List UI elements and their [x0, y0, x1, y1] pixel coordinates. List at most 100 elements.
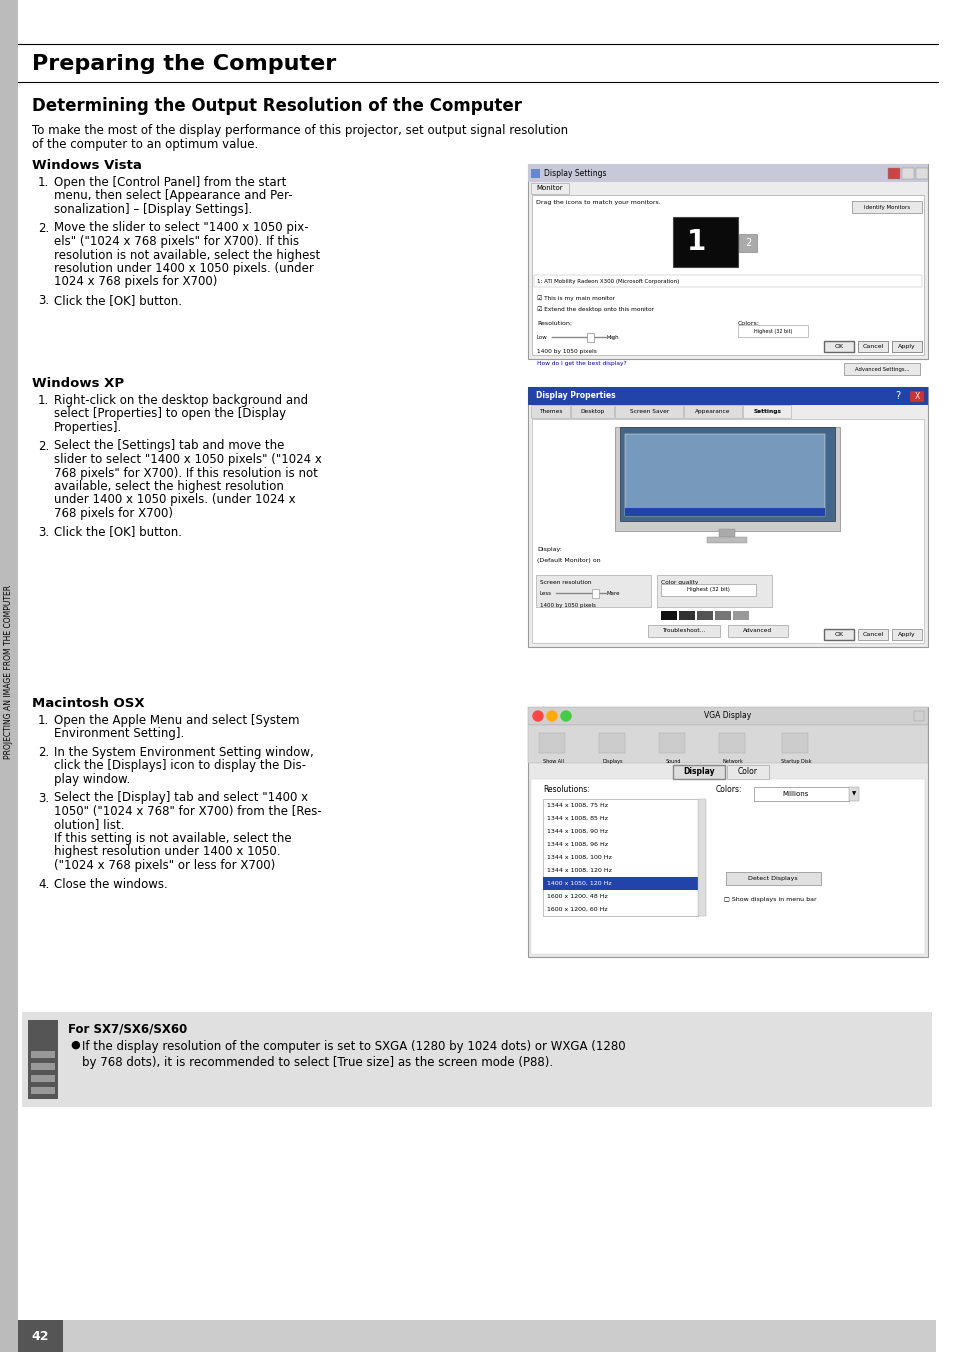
Bar — [532, 195, 923, 356]
Bar — [823, 341, 853, 352]
Bar — [660, 584, 755, 596]
Text: olution] list.: olution] list. — [54, 818, 125, 831]
Text: Displays: Displays — [602, 758, 622, 764]
Text: Cancel: Cancel — [862, 631, 882, 637]
Bar — [732, 611, 748, 621]
Bar — [570, 406, 614, 418]
Bar — [725, 872, 821, 886]
Text: More: More — [606, 591, 619, 596]
Bar — [657, 575, 771, 607]
Bar — [592, 589, 598, 598]
Text: For SX7/SX6/SX60: For SX7/SX6/SX60 — [68, 1022, 187, 1036]
Text: 1.: 1. — [38, 714, 50, 727]
Bar — [887, 168, 899, 178]
Bar — [659, 733, 684, 753]
Text: sonalization] – [Display Settings].: sonalization] – [Display Settings]. — [54, 203, 252, 216]
Bar — [532, 419, 923, 644]
Bar — [22, 1013, 931, 1107]
Bar — [18, 1320, 935, 1352]
Text: Advanced: Advanced — [742, 629, 772, 634]
Bar — [698, 799, 705, 917]
Text: Resolutions:: Resolutions: — [542, 786, 589, 794]
Text: 1: 1 — [687, 228, 706, 256]
Text: Colors:: Colors: — [716, 786, 741, 794]
Text: available, select the highest resolution: available, select the highest resolution — [54, 480, 284, 493]
Text: In the System Environment Setting window,: In the System Environment Setting window… — [54, 746, 314, 758]
Text: play window.: play window. — [54, 773, 131, 786]
Bar — [843, 362, 919, 375]
Text: Colors:: Colors: — [738, 320, 760, 326]
Text: Click the [OK] button.: Click the [OK] button. — [54, 526, 182, 538]
Text: How do I get the best display?: How do I get the best display? — [537, 361, 626, 366]
Bar — [726, 765, 768, 779]
Text: slider to select "1400 x 1050 pixels" ("1024 x: slider to select "1400 x 1050 pixels" ("… — [54, 453, 321, 466]
Text: If the display resolution of the computer is set to SXGA (1280 by 1024 dots) or : If the display resolution of the compute… — [82, 1040, 625, 1053]
Bar — [598, 733, 624, 753]
Text: VGA Display: VGA Display — [703, 711, 751, 721]
Text: X: X — [913, 392, 919, 402]
Bar — [660, 611, 677, 621]
Bar — [851, 201, 921, 214]
Text: 1344 x 1008, 120 Hz: 1344 x 1008, 120 Hz — [546, 868, 611, 873]
Text: Desktop: Desktop — [579, 410, 604, 414]
Text: Troubleshoot...: Troubleshoot... — [661, 629, 705, 634]
Text: Drag the icons to match your monitors.: Drag the icons to match your monitors. — [536, 200, 660, 206]
Text: 1344 x 1008, 85 Hz: 1344 x 1008, 85 Hz — [546, 817, 607, 821]
Text: ?: ? — [895, 391, 900, 402]
Bar — [536, 575, 650, 607]
Text: Environment Setting].: Environment Setting]. — [54, 727, 184, 741]
Text: OK: OK — [834, 631, 842, 637]
Text: Select the [Display] tab and select "1400 x: Select the [Display] tab and select "140… — [54, 791, 308, 804]
Text: menu, then select [Appearance and Per-: menu, then select [Appearance and Per- — [54, 189, 293, 203]
Text: select [Properties] to open the [Display: select [Properties] to open the [Display — [54, 407, 286, 420]
Bar — [542, 799, 698, 917]
Text: 3.: 3. — [38, 791, 49, 804]
Text: 42: 42 — [31, 1329, 49, 1343]
Text: Network: Network — [721, 758, 742, 764]
Bar — [18, 1320, 63, 1352]
Bar — [615, 427, 840, 531]
Bar — [527, 707, 927, 725]
Bar — [531, 406, 569, 418]
Text: Close the windows.: Close the windows. — [54, 877, 168, 891]
Bar — [679, 611, 695, 621]
Text: Cancel: Cancel — [862, 343, 882, 349]
Text: 1: ATI Mobility Radeon X300 (Microsoft Corporation): 1: ATI Mobility Radeon X300 (Microsoft C… — [537, 279, 679, 284]
Bar — [624, 508, 824, 516]
Text: 1344 x 1008, 100 Hz: 1344 x 1008, 100 Hz — [546, 854, 611, 860]
Text: Macintosh OSX: Macintosh OSX — [32, 698, 145, 710]
Text: Show All: Show All — [542, 758, 563, 764]
Bar — [683, 406, 741, 418]
Circle shape — [533, 711, 542, 721]
Bar — [719, 733, 744, 753]
Circle shape — [560, 711, 571, 721]
Text: Screen resolution: Screen resolution — [539, 580, 591, 585]
Text: (Default Monitor) on: (Default Monitor) on — [537, 558, 600, 562]
Bar — [531, 779, 924, 955]
Bar — [697, 611, 712, 621]
Bar — [781, 733, 807, 753]
Text: 1050" ("1024 x 768" for X700) from the [Res-: 1050" ("1024 x 768" for X700) from the [… — [54, 804, 321, 818]
Text: Open the [Control Panel] from the start: Open the [Control Panel] from the start — [54, 176, 286, 189]
Text: 4.: 4. — [38, 877, 50, 891]
Text: To make the most of the display performance of this projector, set output signal: To make the most of the display performa… — [32, 124, 568, 137]
Bar — [538, 733, 564, 753]
Bar — [534, 274, 921, 287]
Text: 1600 x 1200, 48 Hz: 1600 x 1200, 48 Hz — [546, 894, 607, 899]
Circle shape — [546, 711, 557, 721]
Text: 1400 x 1050, 120 Hz: 1400 x 1050, 120 Hz — [546, 882, 611, 886]
Bar — [28, 1019, 58, 1099]
Text: 2.: 2. — [38, 222, 50, 234]
Text: under 1400 x 1050 pixels. (under 1024 x: under 1400 x 1050 pixels. (under 1024 x — [54, 493, 295, 507]
Text: Display:: Display: — [537, 548, 561, 552]
Bar — [542, 877, 698, 890]
Bar — [714, 611, 730, 621]
Bar — [742, 406, 791, 418]
Text: resolution is not available, select the highest: resolution is not available, select the … — [54, 249, 320, 261]
Text: Open the Apple Menu and select [System: Open the Apple Menu and select [System — [54, 714, 299, 727]
Text: Windows Vista: Windows Vista — [32, 160, 142, 172]
Text: Resolution:: Resolution: — [537, 320, 572, 326]
Bar — [753, 787, 848, 800]
Bar — [727, 625, 787, 637]
Text: 768 pixels for X700): 768 pixels for X700) — [54, 507, 172, 521]
